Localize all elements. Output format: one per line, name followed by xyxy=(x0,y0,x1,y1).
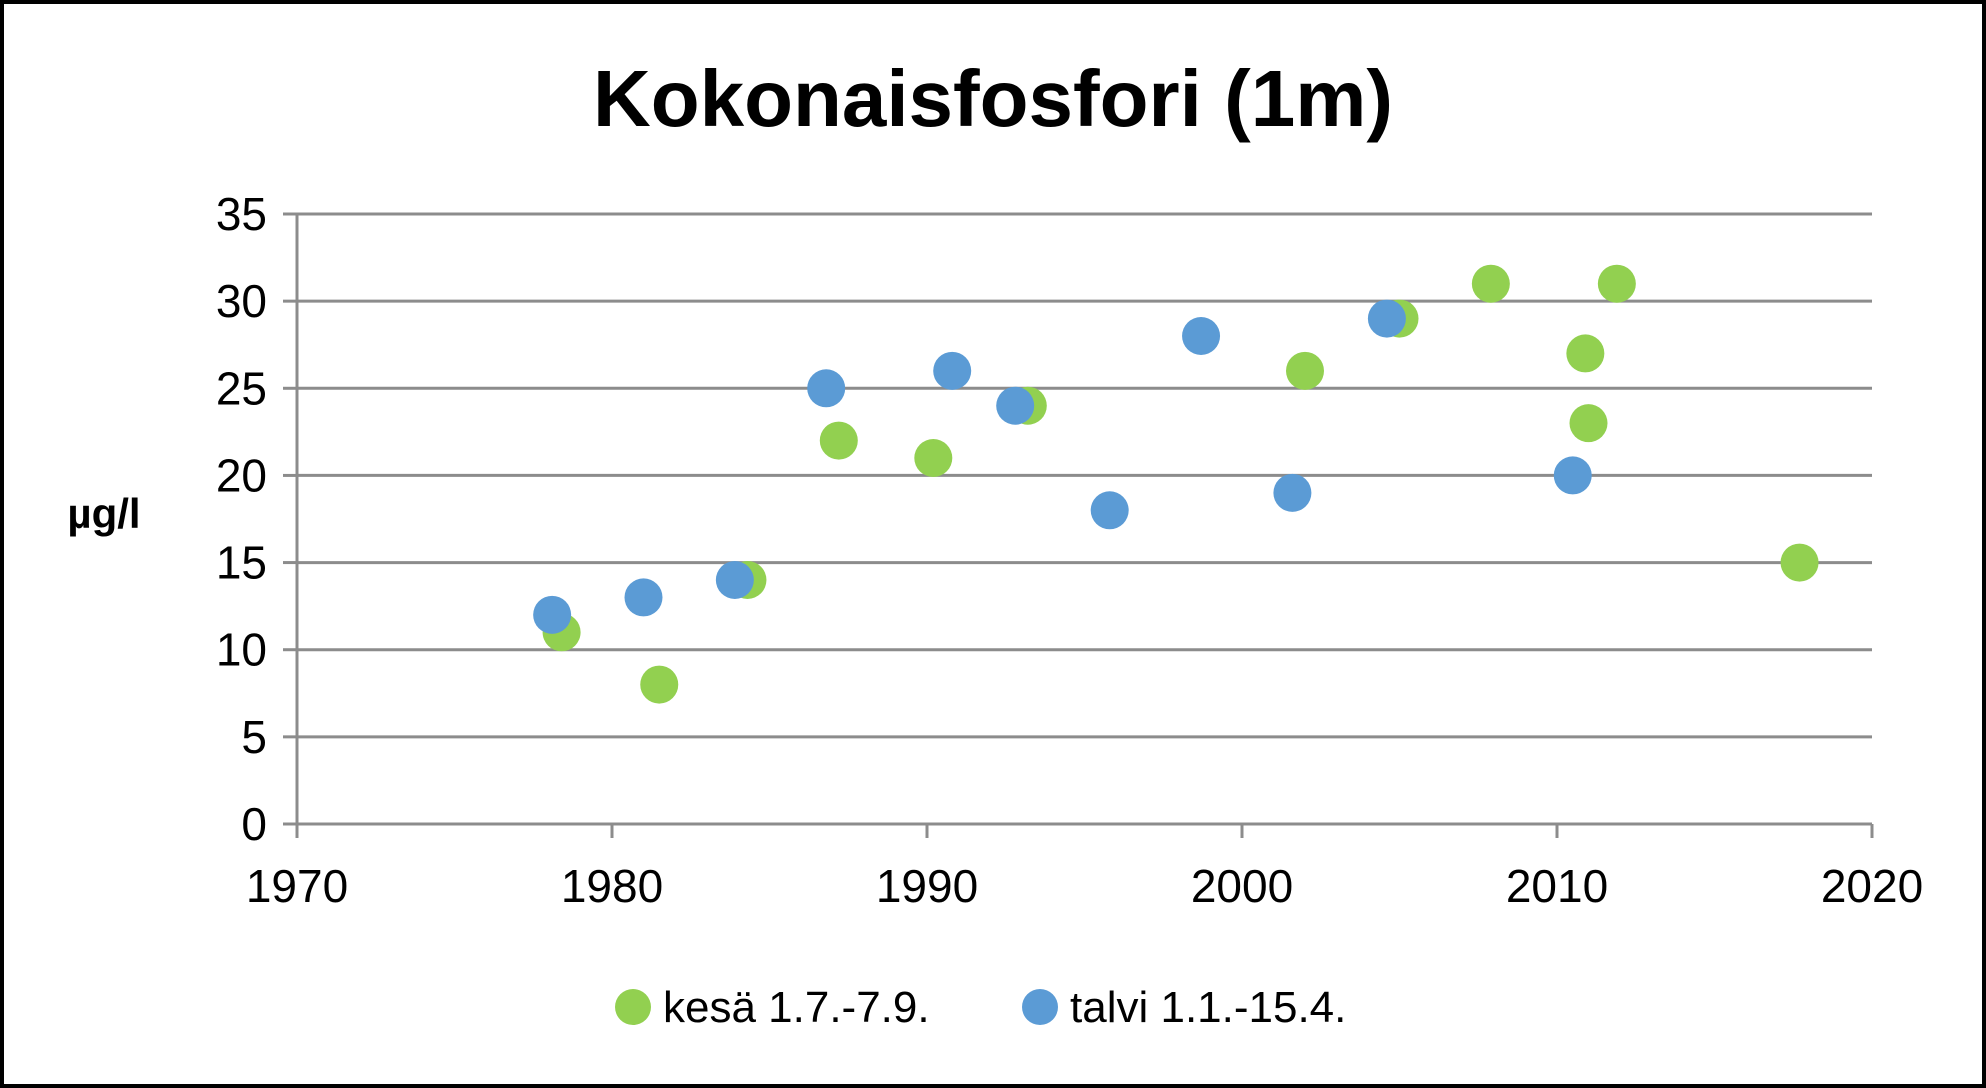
y-tick-label-35: 35 xyxy=(216,188,267,240)
point-series-1-5 xyxy=(996,386,1035,425)
point-series-0-8 xyxy=(1471,264,1510,303)
series-0 xyxy=(542,264,1819,704)
y-tick-label-20: 20 xyxy=(216,449,267,501)
point-series-0-6 xyxy=(1286,351,1324,390)
point-series-0-1 xyxy=(640,665,679,704)
point-series-1-1 xyxy=(624,578,663,617)
x-tick-label-2020: 2020 xyxy=(1821,860,1923,912)
point-series-1-7 xyxy=(1182,317,1221,355)
point-series-1-8 xyxy=(1273,473,1312,512)
y-tick-label-30: 30 xyxy=(216,275,267,327)
y-tick-labels: 0 5 10 15 20 25 30 35 xyxy=(216,188,267,850)
point-series-1-0 xyxy=(533,595,572,634)
x-tick-label-1990: 1990 xyxy=(876,860,978,912)
legend-marker-1 xyxy=(1022,989,1058,1025)
x-tick-label-2000: 2000 xyxy=(1191,860,1293,912)
point-series-0-12 xyxy=(1780,543,1819,582)
data-points xyxy=(533,264,1819,704)
point-series-1-2 xyxy=(715,561,754,599)
point-series-0-4 xyxy=(914,439,953,477)
x-tick-labels: 1970 1980 1990 2000 2010 2020 xyxy=(246,860,1923,912)
point-series-0-10 xyxy=(1569,404,1608,443)
axes xyxy=(283,212,1874,838)
x-tick-label-1970: 1970 xyxy=(246,860,348,912)
legend-label-0: kesä 1.7.-7.9. xyxy=(663,983,930,1032)
x-tick-label-2010: 2010 xyxy=(1506,860,1608,912)
point-series-0-11 xyxy=(1597,264,1636,303)
y-tick-label-25: 25 xyxy=(216,362,267,414)
point-series-0-9 xyxy=(1566,334,1605,373)
point-series-1-9 xyxy=(1367,299,1406,338)
y-tick-label-15: 15 xyxy=(216,537,267,589)
legend-label-1: talvi 1.1.-15.4. xyxy=(1070,983,1346,1032)
grid-lines xyxy=(297,212,1872,739)
point-series-0-3 xyxy=(819,421,858,460)
legend-marker-0 xyxy=(615,989,651,1025)
point-series-1-6 xyxy=(1090,491,1129,530)
y-axis-label: µg/l xyxy=(67,490,140,537)
x-tick-label-1980: 1980 xyxy=(561,860,663,912)
chart-title: Kokonaisfosfori (1m) xyxy=(593,54,1393,143)
point-series-1-4 xyxy=(933,351,972,390)
y-tick-label-5: 5 xyxy=(241,711,267,763)
y-tick-label-10: 10 xyxy=(216,624,267,676)
legend: kesä 1.7.-7.9. talvi 1.1.-15.4. xyxy=(615,983,1346,1032)
series-1 xyxy=(533,299,1592,634)
y-tick-label-0: 0 xyxy=(241,798,267,850)
point-series-1-10 xyxy=(1553,456,1592,495)
point-series-1-3 xyxy=(807,369,846,408)
